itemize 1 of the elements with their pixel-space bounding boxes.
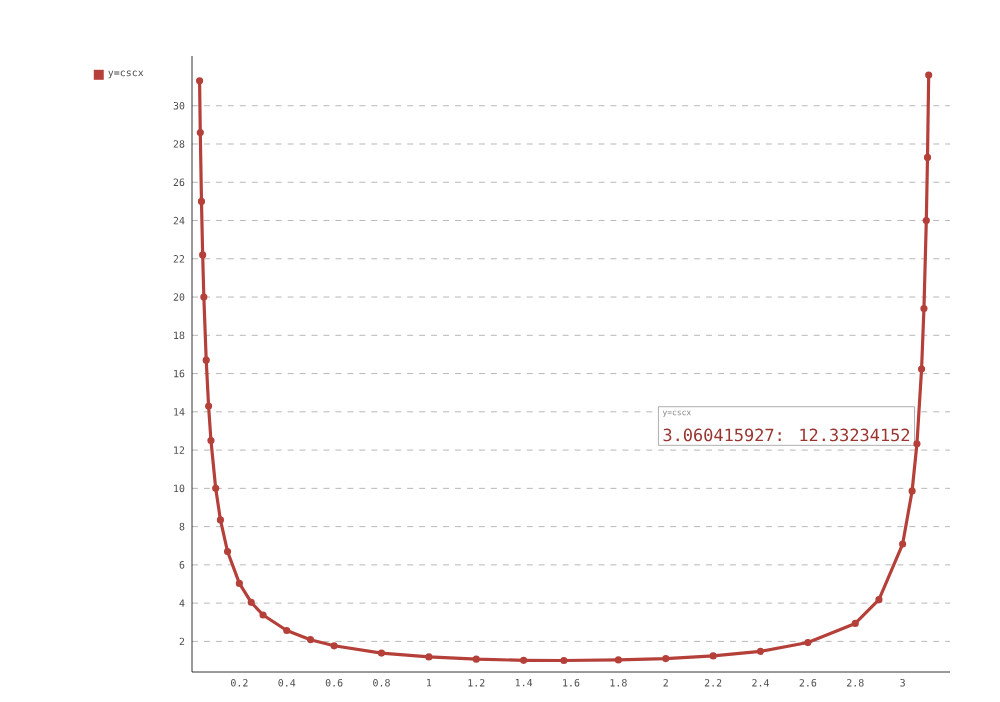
- annotation: 3.060415927: 12.33234152: [663, 428, 910, 442]
